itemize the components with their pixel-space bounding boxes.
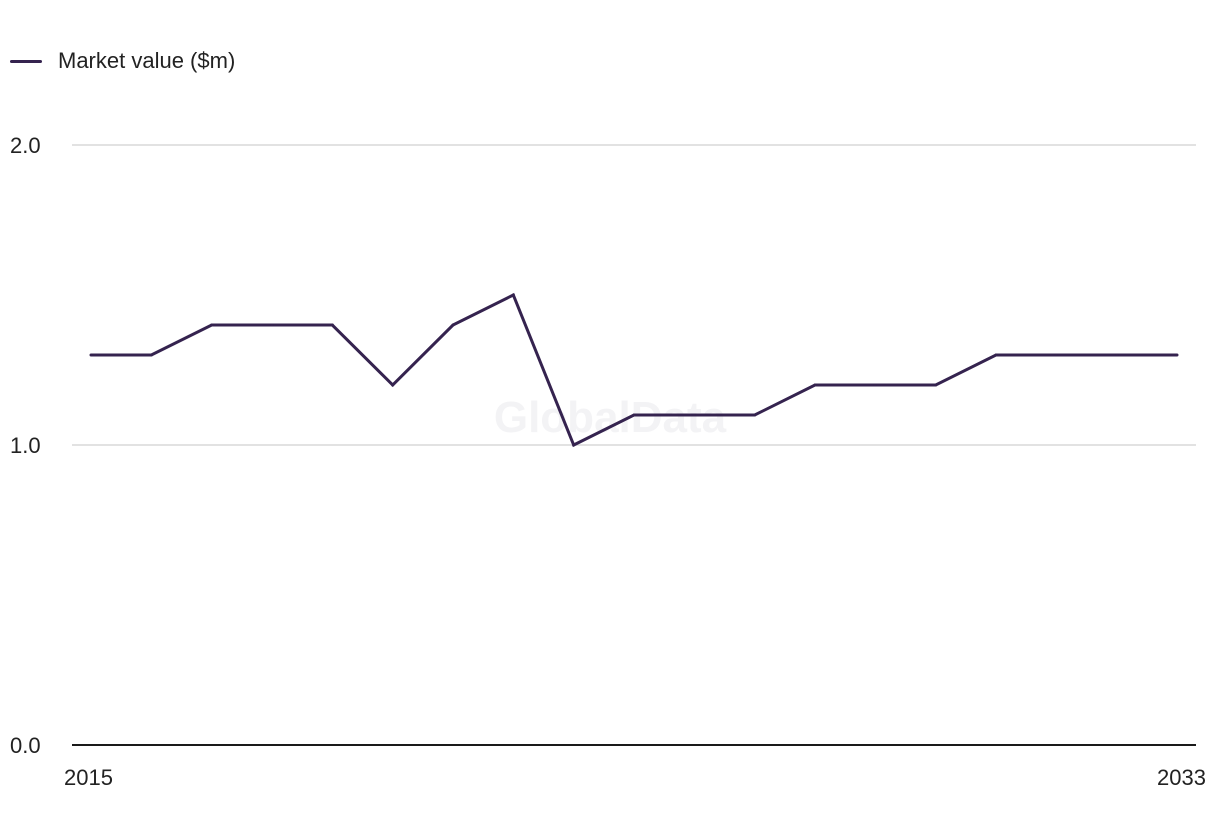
y-tick-label: 1.0 [10,433,41,458]
data-point [149,353,153,357]
data-point [1054,353,1058,357]
watermark: GlobalData [494,393,727,442]
x-tick-label: 2015 [64,765,113,790]
legend-label: Market value ($m) [58,48,236,73]
data-point [1115,353,1119,357]
data-point [1175,353,1179,357]
data-point [813,383,817,387]
data-point [270,323,274,327]
data-point [330,323,334,327]
data-point [692,413,696,417]
data-point [451,323,455,327]
x-tick-label: 2033 [1157,765,1206,790]
data-point [632,413,636,417]
data-point [391,383,395,387]
legend: Market value ($m) [10,46,235,76]
y-tick-label: 2.0 [10,133,41,158]
data-point [934,383,938,387]
data-point [753,413,757,417]
data-point [89,353,93,357]
data-point [994,353,998,357]
legend-swatch [10,59,42,63]
data-point [210,323,214,327]
data-point [511,293,515,297]
data-point [572,443,576,447]
data-point [873,383,877,387]
y-tick-label: 0.0 [10,733,41,758]
